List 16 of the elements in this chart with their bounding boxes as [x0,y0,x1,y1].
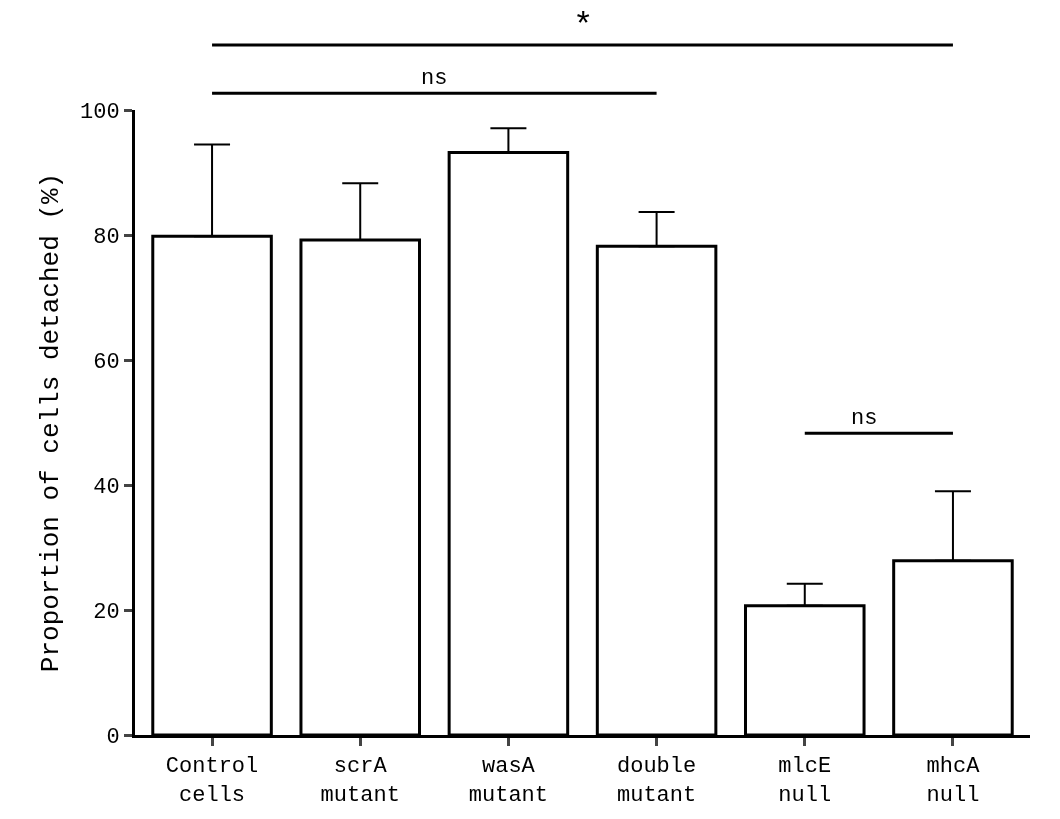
y-tick-label: 60 [93,349,120,375]
y-tick-label: 100 [79,99,120,125]
text: * [573,7,594,45]
y-axis-title: Proportion of cells detached (%) [36,172,67,673]
x-tick-label: double mutant [616,754,697,808]
y-tick-label: 0 [106,724,120,750]
y-tick-label: 80 [93,224,120,250]
text: ns [421,66,448,91]
x-tick-label: mlcE null [778,754,832,808]
y-tick-label: 40 [93,474,120,500]
y-tick-label: 20 [93,599,120,625]
x-tick-label: Control cells [165,754,259,808]
annotation: ns [851,406,878,431]
x-tick-label: wasA mutant [468,754,549,808]
x-tick-label: scrA mutant [320,754,400,808]
x-tick-label: mhcA null [926,754,981,808]
